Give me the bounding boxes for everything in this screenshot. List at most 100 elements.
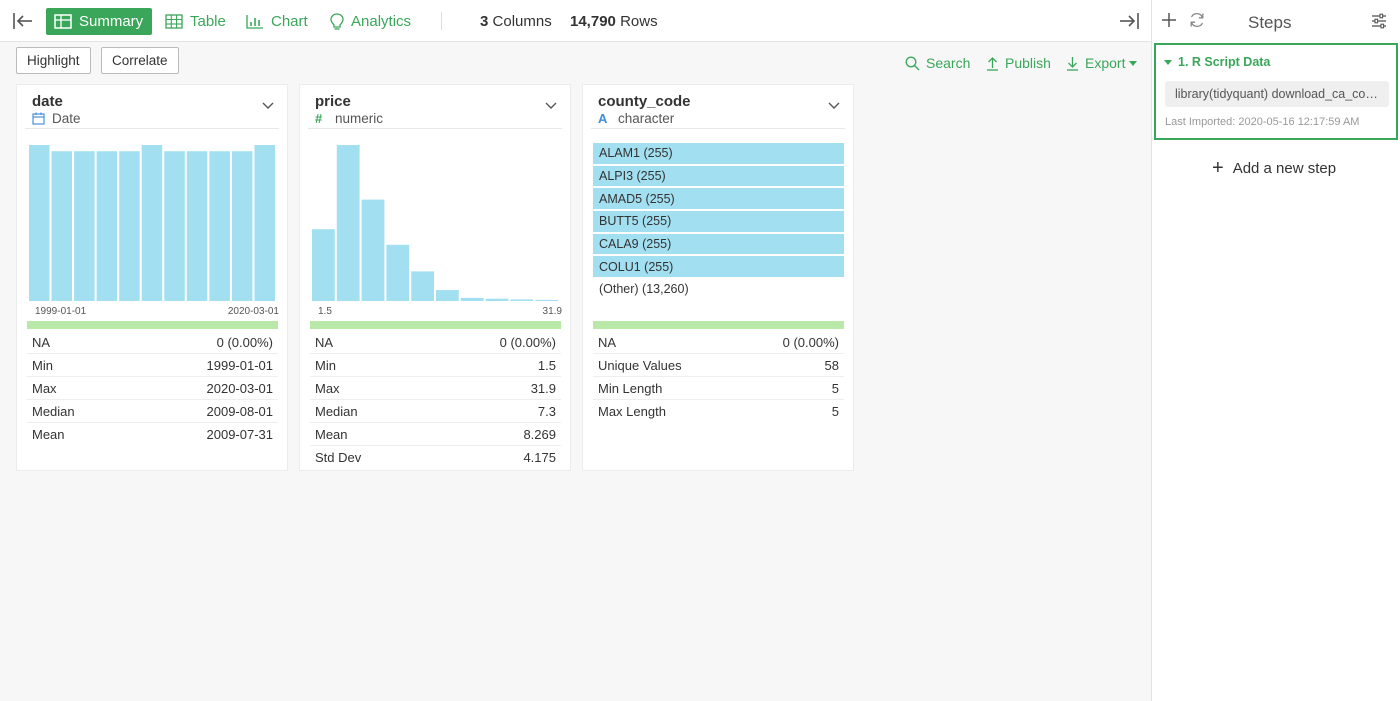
step-card[interactable]: 1. R Script Data library(tidyquant) down… (1154, 43, 1398, 140)
column-name: price (315, 93, 351, 110)
histogram-bar[interactable] (510, 299, 534, 301)
histogram-bar[interactable] (74, 151, 95, 301)
search-button[interactable]: Search (905, 55, 970, 71)
histogram-bar[interactable] (436, 290, 459, 301)
tab-analytics[interactable]: Analytics (322, 8, 419, 35)
stat-row: Max 31.9 (310, 377, 561, 400)
stat-label: Min (315, 357, 336, 373)
stat-value: 2009-07-31 (206, 427, 274, 442)
correlate-button[interactable]: Correlate (101, 47, 179, 74)
stat-row: Max Length 5 (593, 400, 844, 423)
category-item[interactable]: BUTT5 (255) (593, 211, 844, 232)
column-name: county_code (598, 93, 691, 110)
tab-summary[interactable]: Summary (46, 8, 152, 35)
histogram-bar[interactable] (231, 151, 253, 301)
tab-table[interactable]: Table (157, 8, 234, 35)
publish-button[interactable]: Publish (986, 55, 1051, 71)
stat-label: NA (598, 334, 617, 350)
column-card-date: date Date 1999-01-01 2020-03-01 NA 0 (0.00… (16, 84, 288, 471)
histogram-bar[interactable] (336, 145, 360, 301)
histogram-bar[interactable] (312, 229, 335, 301)
histogram-bar[interactable] (460, 297, 484, 301)
histogram-bar[interactable] (411, 271, 434, 301)
chevron-down-icon[interactable] (827, 101, 841, 111)
step-code[interactable]: library(tidyquant) download_ca_cou… (1165, 81, 1389, 107)
histogram-bar[interactable] (485, 298, 509, 301)
column-card-county-code: county_code A character ALAM1 (255) ALPI3… (582, 84, 854, 471)
stat-value: 5 (831, 380, 839, 396)
histogram-bar[interactable] (254, 145, 276, 301)
stat-label: Mean (315, 426, 348, 442)
category-bar (593, 211, 844, 232)
x-axis-min-label: 1.5 (318, 306, 332, 317)
grid-icon (54, 14, 72, 29)
download-icon (1067, 56, 1078, 71)
step-title[interactable]: 1. R Script Data (1164, 55, 1270, 69)
export-label: Export (1085, 55, 1126, 71)
stats-table: NA 0 (0.00%) Min 1.5 Max 31.9 Median 7.3 Mean 8.2… (310, 331, 561, 469)
tab-chart[interactable]: Chart (238, 8, 316, 35)
chevron-down-icon[interactable] (544, 101, 558, 111)
histogram-bar[interactable] (119, 151, 140, 301)
histogram-bar[interactable] (209, 151, 230, 301)
histogram-bar[interactable] (535, 299, 558, 301)
category-item[interactable]: COLU1 (255) (593, 256, 844, 277)
na-bar (593, 321, 844, 329)
column-type: # numeric (315, 111, 383, 126)
stat-value: 2020-03-01 (206, 380, 274, 396)
collapse-right-icon[interactable] (1119, 10, 1141, 32)
plus-icon: + (1212, 157, 1224, 179)
category-item[interactable]: (Other) (13,260) (593, 279, 844, 300)
histogram-bar[interactable] (29, 145, 50, 301)
stat-value: 31.9 (530, 380, 556, 396)
plus-icon[interactable] (1160, 11, 1178, 29)
histogram-bar[interactable] (96, 151, 118, 301)
histogram[interactable]: 1999-01-01 2020-03-01 (25, 143, 281, 317)
column-type-label: character (618, 111, 675, 126)
tab-table-label: Table (190, 13, 226, 30)
histogram-bar[interactable] (186, 151, 208, 301)
category-label: AMAD5 (255) (599, 191, 675, 206)
stat-row: NA 0 (0.00%) (27, 331, 278, 354)
steps-panel: Steps 1. R Script Data library(tidyquant… (1151, 0, 1400, 701)
add-step-label: Add a new step (1232, 159, 1337, 177)
stat-label: Mean (32, 427, 65, 442)
category-item[interactable]: AMAD5 (255) (593, 188, 844, 209)
column-card-price: price # numeric 1.5 31.9 NA 0 (0.00%) Min 1.… (299, 84, 571, 471)
category-label: BUTT5 (255) (599, 214, 672, 229)
stat-row: Std Dev 4.175 (310, 446, 561, 469)
category-item[interactable]: CALA9 (255) (593, 233, 844, 255)
upload-icon (987, 56, 998, 71)
stat-value: 5 (831, 404, 839, 419)
histogram-bar[interactable] (361, 199, 385, 301)
category-bar (593, 165, 844, 187)
x-axis-max-label: 31.9 (543, 306, 563, 317)
column-type: A character (598, 111, 674, 126)
highlight-button[interactable]: Highlight (16, 47, 91, 74)
stat-value: 1.5 (537, 357, 556, 373)
histogram[interactable]: 1.5 31.9 (308, 143, 564, 317)
export-button[interactable]: Export (1066, 55, 1138, 71)
refresh-icon[interactable] (1188, 11, 1206, 29)
tab-chart-label: Chart (271, 13, 308, 30)
chevron-down-icon[interactable] (261, 101, 275, 111)
histogram-bar[interactable] (141, 145, 163, 301)
stat-value: 4.175 (523, 450, 556, 465)
histogram-bar[interactable] (164, 151, 185, 301)
collapse-left-icon[interactable] (10, 9, 34, 33)
stat-row: Min 1.5 (310, 354, 561, 377)
stat-label: Max Length (598, 404, 666, 419)
category-label: ALPI3 (255) (599, 168, 666, 183)
column-header: county_code A character (591, 85, 845, 129)
histogram-bar[interactable] (51, 151, 73, 301)
add-step-button[interactable]: + Add a new step (1212, 158, 1336, 178)
na-bar (27, 321, 278, 329)
stat-row: NA 0 (0.00%) (593, 331, 844, 354)
calendar-icon (32, 112, 46, 125)
category-item[interactable]: ALPI3 (255) (593, 165, 844, 187)
category-bar (593, 143, 844, 164)
settings-sliders-icon[interactable] (1370, 12, 1388, 30)
histogram-svg: 1999-01-01 2020-03-01 (29, 145, 279, 317)
category-item[interactable]: ALAM1 (255) (593, 143, 844, 164)
histogram-bar[interactable] (386, 244, 410, 301)
